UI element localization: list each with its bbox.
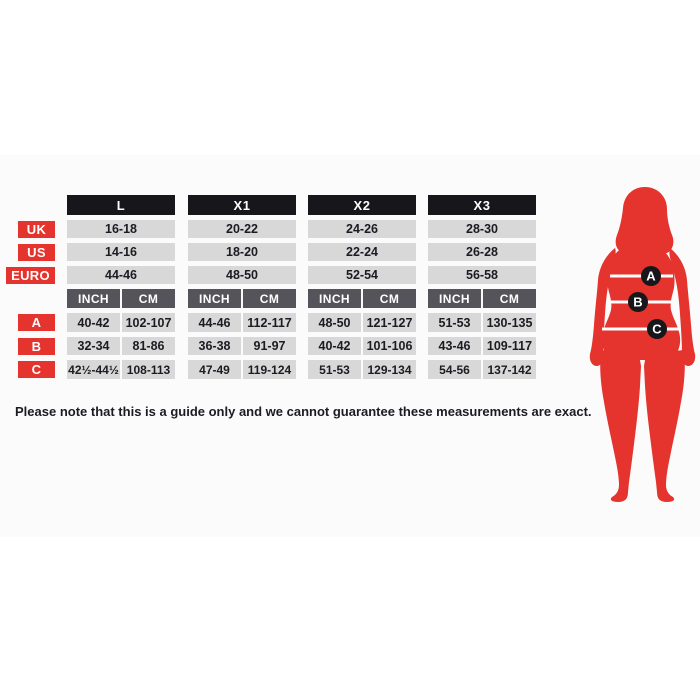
row-label-euro: EURO	[6, 267, 55, 284]
cell-c-cm: 137-142	[483, 360, 536, 379]
marker-a-circle	[641, 266, 661, 286]
cell-b-cm: 109-117	[483, 337, 536, 355]
cell-c-inch: 47-49	[188, 360, 241, 379]
cell-euro: 56-58	[428, 266, 536, 284]
row-label-a: A	[18, 314, 55, 331]
cell-a-cm: 121-127	[363, 313, 416, 332]
disclaimer-note: Please note that this is a guide only an…	[15, 404, 592, 419]
cell-a-cm: 102-107	[122, 313, 175, 332]
cell-euro: 44-46	[67, 266, 175, 284]
marker-b-label: B	[633, 295, 642, 310]
cell-a-inch: 44-46	[188, 313, 241, 332]
size-column-x3: X3 28-30 26-28 56-58 INCH CM 51-53 130-1…	[428, 195, 536, 380]
cell-b-cm: 101-106	[363, 337, 416, 355]
column-header: L	[67, 195, 175, 215]
cell-us: 26-28	[428, 243, 536, 261]
cell-b-inch: 36-38	[188, 337, 241, 355]
cell-b-inch: 32-34	[67, 337, 120, 355]
cell-us: 14-16	[67, 243, 175, 261]
size-column-x2: X2 24-26 22-24 52-54 INCH CM 48-50 121-1…	[308, 195, 416, 380]
cell-a-cm: 130-135	[483, 313, 536, 332]
row-label-c: C	[18, 361, 55, 378]
column-header: X3	[428, 195, 536, 215]
cell-a-inch: 51-53	[428, 313, 481, 332]
row-label-us: US	[18, 244, 55, 261]
cell-euro: 48-50	[188, 266, 296, 284]
cell-c-inch: 54-56	[428, 360, 481, 379]
cell-b-cm: 91-97	[243, 337, 296, 355]
marker-c-circle	[647, 319, 667, 339]
cell-a-cm: 112-117	[243, 313, 296, 332]
cell-b-inch: 40-42	[308, 337, 361, 355]
row-label-b: B	[18, 338, 55, 355]
hip-line	[602, 327, 680, 331]
cell-c-cm: 129-134	[363, 360, 416, 379]
unit-header-inch: INCH	[428, 289, 481, 308]
marker-c-label: C	[652, 322, 662, 337]
row-label-uk: UK	[18, 221, 55, 238]
cell-c-inch: 51-53	[308, 360, 361, 379]
body-silhouette-figure: A B C	[589, 187, 696, 502]
column-header: X1	[188, 195, 296, 215]
cell-us: 18-20	[188, 243, 296, 261]
cell-c-cm: 108-113	[122, 360, 175, 379]
cell-euro: 52-54	[308, 266, 416, 284]
cell-a-inch: 48-50	[308, 313, 361, 332]
marker-b-circle	[628, 292, 648, 312]
column-header: X2	[308, 195, 416, 215]
cell-a-inch: 40-42	[67, 313, 120, 332]
unit-header-inch: INCH	[308, 289, 361, 308]
unit-header-cm: CM	[363, 289, 416, 308]
unit-header-inch: INCH	[188, 289, 241, 308]
cell-uk: 28-30	[428, 220, 536, 238]
cell-c-inch: 42½-44½	[67, 360, 120, 379]
cell-uk: 20-22	[188, 220, 296, 238]
cell-us: 22-24	[308, 243, 416, 261]
cell-c-cm: 119-124	[243, 360, 296, 379]
silhouette-shape	[589, 187, 696, 502]
unit-header-cm: CM	[483, 289, 536, 308]
unit-header-cm: CM	[243, 289, 296, 308]
cell-uk: 16-18	[67, 220, 175, 238]
size-column-l: L 16-18 14-16 44-46 INCH CM 40-42 102-10…	[67, 195, 175, 380]
size-column-x1: X1 20-22 18-20 48-50 INCH CM 44-46 112-1…	[188, 195, 296, 380]
cell-b-cm: 81-86	[122, 337, 175, 355]
cell-b-inch: 43-46	[428, 337, 481, 355]
unit-header-cm: CM	[122, 289, 175, 308]
marker-a-label: A	[646, 269, 656, 284]
unit-header-inch: INCH	[67, 289, 120, 308]
cell-uk: 24-26	[308, 220, 416, 238]
